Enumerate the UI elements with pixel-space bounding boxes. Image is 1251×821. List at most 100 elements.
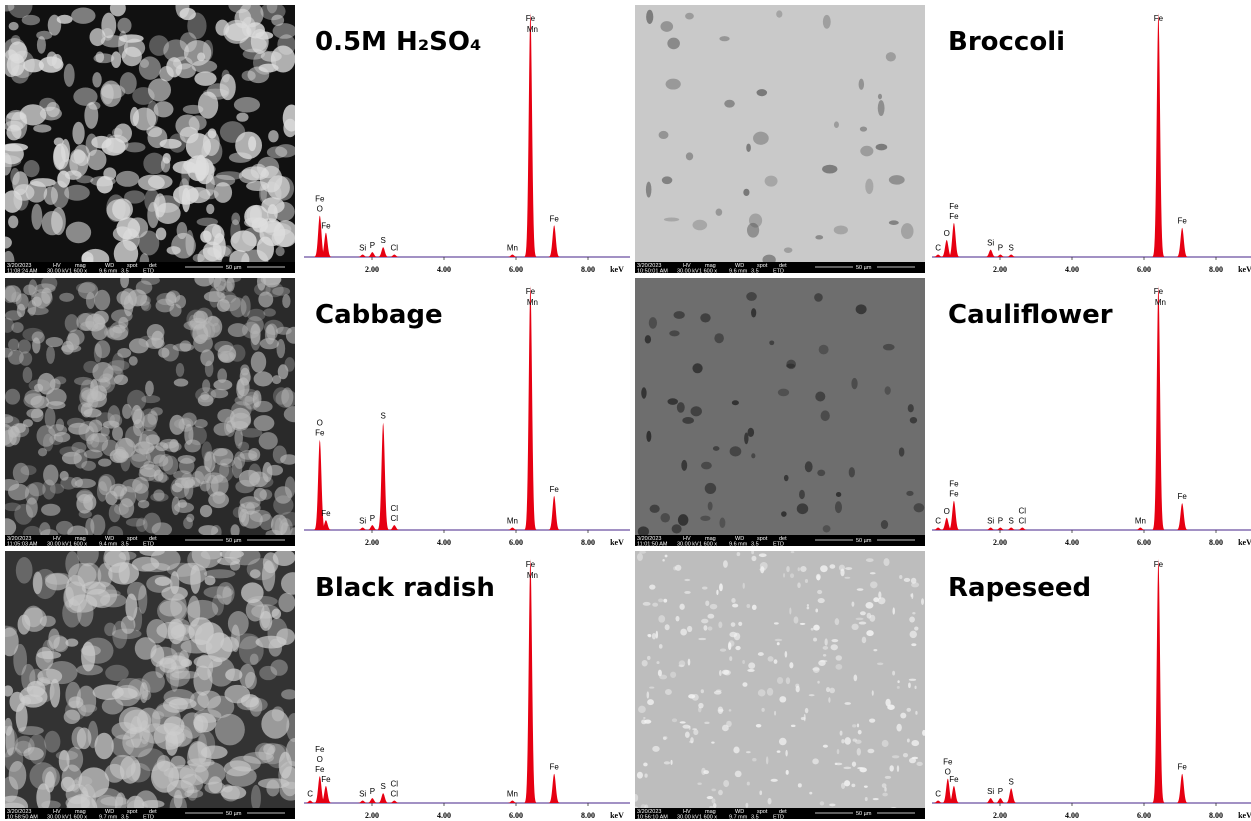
sem-texture <box>729 656 733 662</box>
sem-texture <box>230 412 252 429</box>
sem-texture <box>851 783 856 788</box>
sem-value: ETD <box>773 542 784 548</box>
sem-texture <box>275 326 292 335</box>
sem-texture <box>646 430 652 442</box>
sem-texture <box>224 551 242 564</box>
sem-value: 3.5 <box>121 815 129 821</box>
sem-texture <box>774 710 777 716</box>
sem-texture <box>709 603 718 610</box>
sem-texture <box>31 203 43 230</box>
sem-texture <box>202 379 211 393</box>
sem-texture <box>678 664 685 668</box>
scale-label: 50 µm <box>226 538 242 544</box>
sem-texture <box>676 402 685 413</box>
sem-texture <box>217 344 237 364</box>
sem-texture <box>240 295 251 318</box>
sem-texture <box>173 470 192 480</box>
sem-value: 3.5 <box>121 269 129 275</box>
sem-texture <box>643 716 646 719</box>
sem-texture <box>746 751 751 754</box>
sem-texture <box>246 181 269 191</box>
sem-texture <box>174 477 196 489</box>
sem-texture <box>12 462 30 484</box>
sem-texture <box>272 551 295 566</box>
sem-texture <box>222 585 232 606</box>
sem-texture <box>170 571 180 595</box>
sem-texture <box>5 685 14 697</box>
peak-label: Fe <box>1154 560 1164 569</box>
peak <box>941 778 955 803</box>
sem-texture <box>648 317 658 329</box>
sem-texture <box>5 479 20 491</box>
sem-texture <box>48 628 60 649</box>
sem-texture <box>844 780 851 787</box>
sem-texture <box>236 378 245 399</box>
sem-texture <box>840 782 846 789</box>
x-tick-label: 6.00 <box>1137 538 1151 547</box>
sem-texture <box>151 522 173 537</box>
sem-value: 9.7 mm <box>729 815 748 821</box>
sem-texture <box>111 51 122 69</box>
sem-texture <box>147 201 159 229</box>
peak <box>947 500 961 530</box>
sem-texture <box>721 724 729 732</box>
sem-texture <box>155 227 167 241</box>
sem-texture <box>114 684 141 707</box>
sem-texture <box>196 217 218 227</box>
sem-texture <box>221 785 240 802</box>
sem-texture <box>863 785 868 788</box>
sem-texture <box>648 634 652 638</box>
sem-texture <box>271 375 282 385</box>
sem-texture <box>15 740 32 754</box>
sem-texture <box>193 334 213 353</box>
sem-texture <box>804 707 809 714</box>
sem-texture <box>641 387 647 399</box>
sem-texture <box>27 733 47 765</box>
sem-value: 1 600 x <box>69 269 87 275</box>
sem-texture <box>711 741 715 744</box>
peak-label: Cl <box>391 514 399 523</box>
sem-texture <box>776 750 781 753</box>
sem-texture <box>246 316 264 335</box>
peak-label: S <box>380 412 385 421</box>
sem-texture <box>105 664 129 682</box>
sem-texture <box>134 483 149 503</box>
sem-texture <box>208 491 229 509</box>
sem-texture <box>700 313 711 323</box>
sem-texture <box>104 622 116 637</box>
peak <box>993 798 1007 803</box>
sem-value: ETD <box>773 269 784 275</box>
sem-texture <box>250 28 269 54</box>
scale-label: 50 µm <box>856 265 872 271</box>
sem-texture <box>783 573 786 578</box>
x-tick-label: 8.00 <box>1209 538 1223 547</box>
sem-texture <box>169 414 185 435</box>
sem-info-bar <box>635 808 925 819</box>
sem-texture <box>17 339 31 354</box>
sem-texture <box>897 680 900 684</box>
sem-texture <box>197 91 219 119</box>
sem-texture <box>227 323 248 338</box>
sem-texture <box>175 362 185 377</box>
sem-texture <box>120 615 136 634</box>
sem-texture <box>124 190 146 204</box>
sem-texture <box>906 490 914 496</box>
sem-texture <box>909 616 915 623</box>
sem-heading: HV <box>683 536 691 542</box>
sem-heading: mag <box>705 809 716 815</box>
sem-texture <box>76 685 97 717</box>
sem-texture <box>871 690 874 696</box>
sem-texture <box>896 765 900 773</box>
sem-texture <box>92 72 102 88</box>
sem-texture <box>751 453 756 459</box>
sem-texture <box>813 624 820 631</box>
sem-texture <box>28 379 51 392</box>
sem-texture <box>822 525 831 533</box>
sem-texture <box>14 503 33 525</box>
sem-texture <box>176 562 208 585</box>
sem-value: 30.00 kV <box>47 269 69 275</box>
sem-texture <box>259 338 279 350</box>
peak <box>931 527 945 530</box>
sem-texture <box>885 52 896 62</box>
peak-label: Fe <box>315 195 325 204</box>
